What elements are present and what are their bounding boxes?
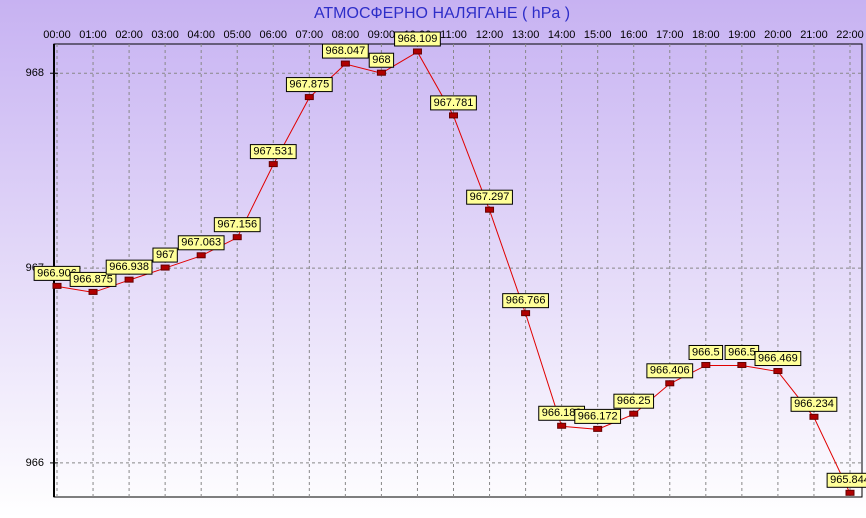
point-marker <box>340 60 350 67</box>
value-label: 968.047 <box>325 45 365 57</box>
value-label-box <box>613 393 655 409</box>
point-marker <box>521 310 531 317</box>
x-tick-label: 04:00 <box>187 29 215 41</box>
x-tick-label: 02:00 <box>115 29 143 41</box>
value-label-box <box>105 259 153 275</box>
point-marker <box>737 361 747 368</box>
value-label-box <box>574 408 622 424</box>
value-label-box <box>249 144 297 160</box>
value-label: 966.406 <box>650 365 690 377</box>
value-label-box <box>368 52 395 68</box>
point-marker <box>88 288 98 295</box>
value-label: 967.156 <box>217 219 257 231</box>
point-marker <box>485 206 495 213</box>
value-label: 966.25 <box>617 395 651 407</box>
point-marker <box>124 276 134 283</box>
value-label: 966.234 <box>794 398 834 410</box>
value-label-box <box>177 235 225 251</box>
x-tick-label: 07:00 <box>296 29 324 41</box>
value-label: 966.938 <box>109 261 149 273</box>
point-marker <box>845 489 855 496</box>
point-marker <box>701 361 711 368</box>
x-tick-label: 12:00 <box>476 29 504 41</box>
value-label: 966.5 <box>728 346 756 358</box>
x-tick-label: 13:00 <box>512 29 540 41</box>
value-label: 966.875 <box>73 273 113 285</box>
value-label-box <box>790 396 838 412</box>
value-label-box <box>754 351 802 367</box>
x-tick-label: 20:00 <box>764 29 792 41</box>
value-label-box <box>285 77 333 93</box>
x-tick-label: 21:00 <box>800 29 828 41</box>
value-label: 965.844 <box>830 474 866 486</box>
value-label-box <box>688 344 724 360</box>
chart-title: АТМОСФЕРНО НАЛЯГАНЕ ( hPa ) <box>314 5 570 22</box>
value-label-box <box>69 271 117 287</box>
point-marker <box>304 94 314 101</box>
value-label-box <box>321 43 369 59</box>
x-tick-label: 15:00 <box>584 29 612 41</box>
x-tick-label: 03:00 <box>151 29 179 41</box>
value-label: 966.172 <box>578 410 618 422</box>
point-marker <box>52 282 62 289</box>
value-label: 967.875 <box>289 78 329 90</box>
value-label-box <box>826 472 866 488</box>
y-tick-label: 966 <box>26 457 44 469</box>
x-tick-label: 22:00 <box>836 29 864 41</box>
value-label-box <box>213 217 261 233</box>
point-marker <box>160 264 170 271</box>
point-marker <box>232 234 242 241</box>
point-marker <box>376 69 386 76</box>
value-label: 968.109 <box>398 33 438 45</box>
x-tick-label: 11:00 <box>440 29 467 41</box>
x-tick-label: 19:00 <box>728 29 756 41</box>
x-tick-label: 00:00 <box>43 29 71 41</box>
value-label-box <box>646 363 694 379</box>
point-marker <box>196 252 206 259</box>
value-label: 966.906 <box>37 267 77 279</box>
value-label: 968 <box>372 54 390 66</box>
x-tick-label: 14:00 <box>548 29 576 41</box>
x-tick-label: 01:00 <box>79 29 107 41</box>
value-label: 967 <box>156 249 174 261</box>
point-marker <box>809 413 819 420</box>
value-label: 966.766 <box>506 295 546 307</box>
point-marker <box>593 425 603 432</box>
value-label-box <box>430 95 477 111</box>
x-tick-label: 08:00 <box>332 29 360 41</box>
point-marker <box>665 380 675 387</box>
x-tick-label: 06:00 <box>260 29 288 41</box>
value-label: 966.188 <box>542 407 582 419</box>
point-marker <box>412 48 422 55</box>
value-label: 966.469 <box>758 352 798 364</box>
x-tick-label: 09:00 <box>368 29 396 41</box>
x-tick-label: 18:00 <box>692 29 720 41</box>
point-marker <box>773 368 783 375</box>
value-label-box <box>394 31 441 47</box>
value-label-box <box>502 293 549 309</box>
point-marker <box>557 422 567 429</box>
point-marker <box>449 112 458 119</box>
y-tick-label: 968 <box>26 67 44 79</box>
value-label: 967.297 <box>470 191 510 203</box>
x-tick-label: 05:00 <box>223 29 251 41</box>
value-label: 967.531 <box>253 146 293 158</box>
x-tick-label: 16:00 <box>620 29 648 41</box>
value-label: 966.5 <box>692 346 720 358</box>
value-label: 967.781 <box>434 97 474 109</box>
x-tick-label: 17:00 <box>656 29 684 41</box>
value-label-box <box>466 189 513 205</box>
point-marker <box>629 410 639 417</box>
value-label-box <box>152 247 178 263</box>
value-label: 967.063 <box>181 237 221 249</box>
point-marker <box>268 161 278 168</box>
